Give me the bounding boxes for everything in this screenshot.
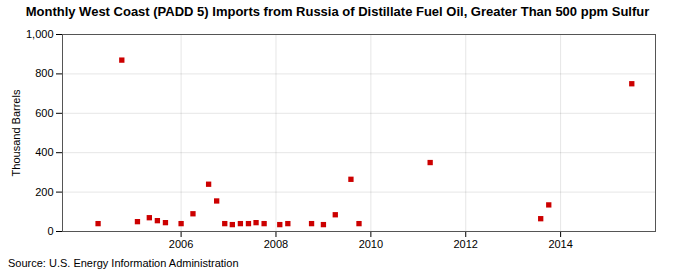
html-text:Source: U.S. Energy Informatio: Source: U.S. Energy Information Administ… bbox=[8, 257, 239, 269]
svg-text:600: 600 bbox=[35, 107, 53, 119]
svg-text:1,000: 1,000 bbox=[26, 28, 54, 40]
svg-text:400: 400 bbox=[35, 146, 53, 158]
svg-text:2010: 2010 bbox=[359, 238, 383, 250]
svg-text:2012: 2012 bbox=[453, 238, 477, 250]
svg-text:200: 200 bbox=[35, 186, 53, 198]
svg-text:800: 800 bbox=[35, 67, 53, 79]
svg-text:2014: 2014 bbox=[548, 238, 572, 250]
svg-text:0: 0 bbox=[47, 225, 53, 237]
html-text:Monthly West Coast (PADD 5) Im: Monthly West Coast (PADD 5) Imports from… bbox=[25, 4, 650, 19]
svg-text:Thousand Barrels: Thousand Barrels bbox=[10, 89, 22, 176]
svg-text:2008: 2008 bbox=[264, 238, 288, 250]
svg-text:2006: 2006 bbox=[169, 238, 193, 250]
